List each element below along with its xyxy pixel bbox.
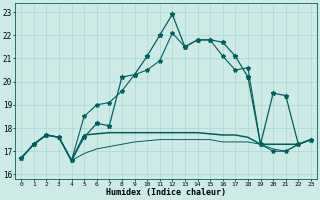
- X-axis label: Humidex (Indice chaleur): Humidex (Indice chaleur): [106, 188, 226, 197]
